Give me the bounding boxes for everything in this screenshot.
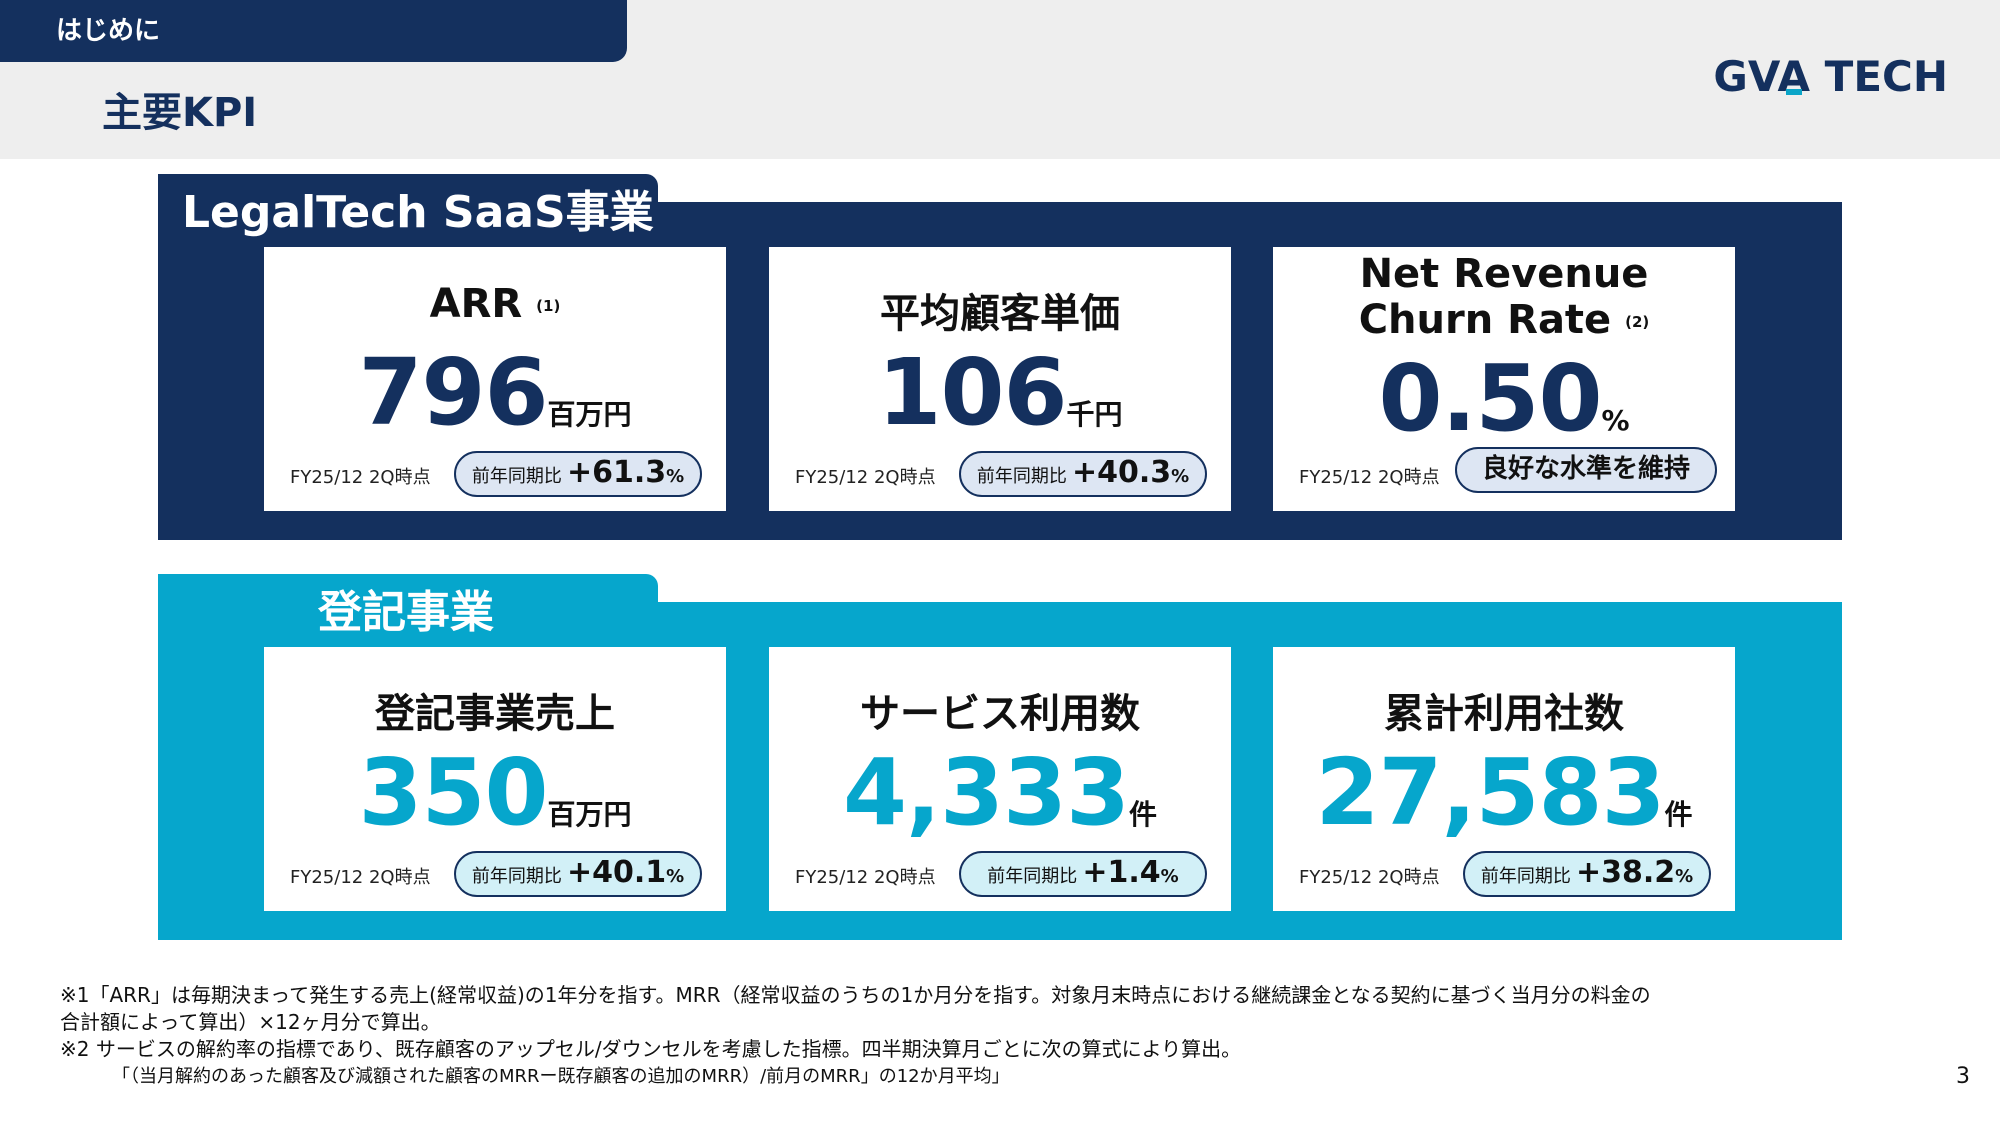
kpi-as-of: FY25/12 2Q時点: [1299, 867, 1440, 888]
yoy-percent: %: [1160, 866, 1179, 887]
kpi-unit: 件: [1129, 798, 1158, 831]
status-badge: 良好な水準を維持: [1455, 447, 1717, 493]
yoy-value: +61.3: [566, 455, 667, 490]
registration-title: 登記事業: [318, 587, 494, 638]
kpi-card-avg-price: 平均顧客単価 106千円 FY25/12 2Q時点 前年同期比 +40.3%: [769, 247, 1231, 511]
kpi-as-of: FY25/12 2Q時点: [290, 867, 431, 888]
kpi-value-row: 350百万円: [264, 739, 726, 846]
kpi-value-row: 4,333件: [769, 739, 1231, 846]
kpi-value: 106: [877, 339, 1067, 446]
section-label: はじめに: [56, 16, 161, 46]
yoy-badge: 前年同期比 +1.4%: [959, 851, 1207, 897]
yoy-percent: %: [666, 866, 685, 887]
footnote-1-line2: 合計額によって算出）×12ヶ月分で算出。: [60, 1010, 441, 1034]
kpi-value-row: 796百万円: [264, 339, 726, 446]
kpi-unit: 百万円: [547, 798, 632, 831]
page-number: 3: [1956, 1064, 1970, 1089]
kpi-value-row: 0.50%: [1273, 345, 1735, 452]
kpi-card-cumulative-companies: 累計利用社数 27,583件 FY25/12 2Q時点 前年同期比 +38.2%: [1273, 647, 1735, 911]
page-title: 主要KPI: [102, 90, 258, 136]
kpi-unit: 百万円: [547, 398, 632, 431]
company-logo: GVA TECH: [1713, 52, 1948, 101]
footnote-2-line1: ※2 サービスの解約率の指標であり、既存顧客のアップセル/ダウンセルを考慮した指…: [60, 1037, 1242, 1061]
yoy-value: +40.1: [566, 855, 667, 890]
yoy-value: +38.2: [1575, 855, 1676, 890]
kpi-as-of: FY25/12 2Q時点: [795, 467, 936, 488]
kpi-unit: 件: [1664, 798, 1693, 831]
status-text: 良好な水準を維持: [1481, 454, 1690, 484]
section-tab: はじめに: [0, 0, 627, 62]
kpi-card-service-usage: サービス利用数 4,333件 FY25/12 2Q時点 前年同期比 +1.4%: [769, 647, 1231, 911]
kpi-value-row: 27,583件: [1273, 739, 1735, 846]
logo-text-tech: TECH: [1810, 52, 1948, 101]
kpi-footnote-ref: (2): [1625, 313, 1650, 331]
kpi-label: 平均顧客単価: [769, 281, 1231, 339]
yoy-label: 前年同期比: [471, 866, 562, 887]
logo-text-a: A: [1777, 52, 1811, 101]
yoy-percent: %: [666, 466, 685, 487]
kpi-card-arr: ARR (1) 796百万円 FY25/12 2Q時点 前年同期比 +61.3%: [264, 247, 726, 511]
kpi-value: 0.50: [1378, 345, 1602, 452]
kpi-label: 登記事業売上: [264, 681, 726, 739]
yoy-label: 前年同期比: [976, 466, 1067, 487]
kpi-label: Net Revenue Churn Rate (2): [1273, 251, 1735, 345]
kpi-value: 27,583: [1315, 739, 1665, 846]
kpi-label: 累計利用社数: [1273, 681, 1735, 739]
kpi-label-text: 登記事業売上: [375, 691, 615, 737]
logo-text-gv: GV: [1713, 52, 1778, 101]
kpi-as-of: FY25/12 2Q時点: [795, 867, 936, 888]
yoy-badge: 前年同期比 +38.2%: [1463, 851, 1711, 897]
kpi-unit: 千円: [1066, 398, 1123, 431]
footnotes: ※1「ARR」は毎期決まって発生する売上(経常収益)の1年分を指す。MRR（経常…: [60, 982, 1860, 1090]
kpi-as-of: FY25/12 2Q時点: [290, 467, 431, 488]
footnote-2-formula: 「（当月解約のあった顧客及び減額された顧客のMRRー既存顧客の追加のMRR）/前…: [112, 1066, 1010, 1087]
kpi-footnote-ref: (1): [536, 297, 561, 315]
kpi-value: 4,333: [842, 739, 1130, 846]
yoy-value: +1.4: [1082, 855, 1161, 890]
kpi-unit: %: [1601, 404, 1630, 437]
kpi-label-text: 累計利用社数: [1384, 691, 1624, 737]
yoy-percent: %: [1171, 466, 1190, 487]
kpi-card-churn-rate: Net Revenue Churn Rate (2) 0.50% FY25/12…: [1273, 247, 1735, 511]
kpi-as-of: FY25/12 2Q時点: [1299, 467, 1440, 488]
kpi-value: 350: [358, 739, 548, 846]
yoy-badge: 前年同期比 +61.3%: [454, 451, 702, 497]
kpi-label-text: サービス利用数: [860, 691, 1140, 737]
kpi-value: 796: [358, 339, 548, 446]
kpi-label-text: ARR: [429, 281, 523, 327]
yoy-value: +40.3: [1071, 455, 1172, 490]
kpi-label-line1: Net Revenue: [1359, 251, 1649, 297]
kpi-value-row: 106千円: [769, 339, 1231, 446]
kpi-label-text: 平均顧客単価: [880, 291, 1120, 337]
kpi-label: ARR (1): [264, 281, 726, 327]
yoy-badge: 前年同期比 +40.1%: [454, 851, 702, 897]
yoy-label: 前年同期比: [987, 866, 1078, 887]
footnote-1-line1: ※1「ARR」は毎期決まって発生する売上(経常収益)の1年分を指す。MRR（経常…: [60, 983, 1651, 1007]
yoy-badge: 前年同期比 +40.3%: [959, 451, 1207, 497]
kpi-card-registration-sales: 登記事業売上 350百万円 FY25/12 2Q時点 前年同期比 +40.1%: [264, 647, 726, 911]
kpi-label-line2: Churn Rate: [1358, 297, 1612, 343]
yoy-label: 前年同期比: [1480, 866, 1571, 887]
yoy-label: 前年同期比: [471, 466, 562, 487]
yoy-percent: %: [1675, 866, 1694, 887]
legaltech-title: LegalTech SaaS事業: [182, 187, 654, 238]
kpi-label: サービス利用数: [769, 681, 1231, 739]
